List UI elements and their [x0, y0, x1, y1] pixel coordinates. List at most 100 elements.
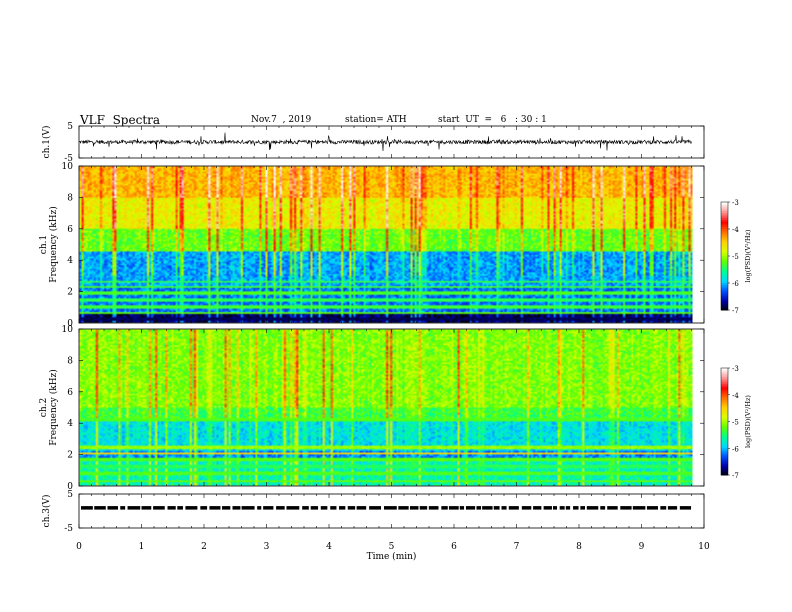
spectrogram-y-tick-label: 8	[67, 193, 73, 203]
ch3-voltage-segment	[409, 506, 419, 510]
spectrogram-y-tick-label: 4	[67, 419, 73, 429]
colorbar-cell	[721, 469, 728, 472]
colorbar-cell	[721, 471, 728, 474]
time-tick-label: 0	[76, 542, 82, 552]
colorbar-cell	[721, 274, 728, 277]
colorbar-tick-label: -7	[732, 472, 739, 480]
spectrogram-y-tick-label: 10	[62, 325, 74, 335]
spectrogram-channel-label: ch.1	[39, 235, 49, 254]
ch3-voltage-segment	[120, 506, 126, 510]
colorbar-cell	[721, 460, 728, 464]
colorbar-cell	[721, 412, 728, 415]
colorbar-tick-label: -5	[732, 253, 739, 261]
colorbar-cell	[721, 425, 728, 428]
colorbar-label: log(PSD)(V²/Hz)	[744, 395, 752, 448]
colorbar-cell	[721, 299, 728, 302]
colorbar-tick-label: -3	[732, 199, 739, 207]
colorbar-cell	[721, 458, 728, 462]
ch3-voltage-segment	[167, 506, 176, 510]
ch3-voltage-segment	[448, 506, 459, 510]
time-axis-label: Time (min)	[367, 551, 417, 562]
ch3-voltage-segment	[501, 506, 507, 510]
colorbar-cell	[721, 380, 728, 383]
ch3-voltage-segment	[476, 506, 482, 510]
colorbar-cell	[721, 451, 728, 455]
colorbar-cell	[721, 230, 728, 234]
colorbar-cell	[721, 473, 728, 476]
ch3-voltage-segment	[302, 506, 309, 510]
colorbar-cell	[721, 272, 728, 275]
time-tick-label: 4	[326, 542, 332, 552]
colorbar-tick-label: -6	[732, 445, 739, 453]
colorbar-cell	[721, 442, 728, 446]
ch1-voltage-tick-label: 5	[67, 122, 73, 132]
ch3-voltage-segment	[141, 506, 152, 510]
time-axis: 0 1 2 3 4 5 6 7 8 9 10 Time (min)	[76, 542, 710, 562]
colorbar-cell	[721, 405, 728, 408]
spectrogram-y-tick-label: 2	[67, 451, 73, 461]
ch3-voltage-segment	[620, 506, 632, 510]
ch3-voltage-segment	[580, 506, 586, 510]
ch3-voltage-segment	[428, 506, 439, 510]
colorbar-cell	[721, 248, 728, 252]
ch3-voltage-segment	[493, 506, 500, 510]
colorbar-cell	[721, 450, 728, 453]
time-tick-label: 3	[264, 542, 270, 552]
colorbar-cell	[721, 203, 728, 207]
time-tick-label: 8	[576, 542, 582, 552]
colorbar-cell	[721, 243, 728, 246]
colorbar-cell	[721, 250, 728, 253]
colorbar-cell	[721, 400, 728, 403]
colorbar-cell	[721, 216, 728, 219]
ch3-voltage-segment	[441, 506, 448, 510]
colorbar-cell	[721, 257, 728, 261]
colorbar-cell	[721, 270, 728, 273]
time-tick-label: 2	[201, 542, 207, 552]
ch3-voltage-segment	[81, 506, 93, 510]
ch3-voltage-segment	[347, 506, 356, 510]
colorbar-cell	[721, 382, 728, 385]
colorbar-cell	[721, 421, 728, 424]
colorbar-tick-label: -4	[732, 226, 739, 234]
colorbar-cell	[721, 435, 728, 439]
colorbar-cell	[721, 239, 728, 243]
colorbar-cell	[721, 407, 728, 410]
colorbar-cell	[721, 283, 728, 286]
colorbar-cell	[721, 304, 728, 307]
colorbar-cell	[721, 378, 728, 381]
colorbar-tick-label: -5	[732, 419, 739, 427]
ch3-voltage-segment	[310, 506, 319, 510]
ch3-voltage-segment	[330, 506, 337, 510]
colorbar-cell	[721, 223, 728, 226]
colorbar-cell	[721, 419, 728, 422]
colorbars: -3 -4 -5 -6 -7 log(PSD)(V²/Hz) -3 -4 -5 -6 -7 log(P…	[720, 199, 752, 480]
colorbar-cell	[721, 266, 728, 270]
ch3-voltage-segment	[482, 506, 493, 510]
ch3-voltage-segment	[232, 506, 241, 510]
ch3-voltage-segment	[398, 506, 409, 510]
colorbar-cell	[721, 221, 728, 225]
ch3-voltage-segment	[200, 506, 208, 510]
ch3-voltage-segment	[660, 506, 667, 510]
colorbar-cell	[721, 401, 728, 405]
spectrogram-y-tick-label: 6	[67, 388, 73, 398]
ch3-voltage-segment	[94, 506, 106, 510]
colorbar-cell	[721, 247, 728, 250]
ch3-voltage-segment	[222, 506, 231, 510]
colorbar-cell	[721, 410, 728, 414]
ch3-voltage-segment	[369, 506, 382, 510]
ch3-voltage-segment	[508, 506, 519, 510]
ch3-voltage-axis-label: ch.3(V)	[41, 495, 52, 528]
ch3-voltage-segment	[384, 506, 397, 510]
ch1-voltage-axis-label: ch.1(V)	[41, 126, 52, 159]
colorbar-cell	[721, 392, 728, 396]
ch3-voltage-segment	[177, 506, 183, 510]
colorbar-cell	[721, 220, 728, 223]
ch3-voltage-segment	[320, 506, 328, 510]
colorbar-cell	[721, 268, 728, 271]
colorbar-cell	[721, 205, 728, 208]
colorbar-cell	[721, 417, 728, 421]
colorbar-cell	[721, 398, 728, 401]
colorbar-cell	[721, 259, 728, 262]
colorbar-cell	[721, 414, 728, 417]
